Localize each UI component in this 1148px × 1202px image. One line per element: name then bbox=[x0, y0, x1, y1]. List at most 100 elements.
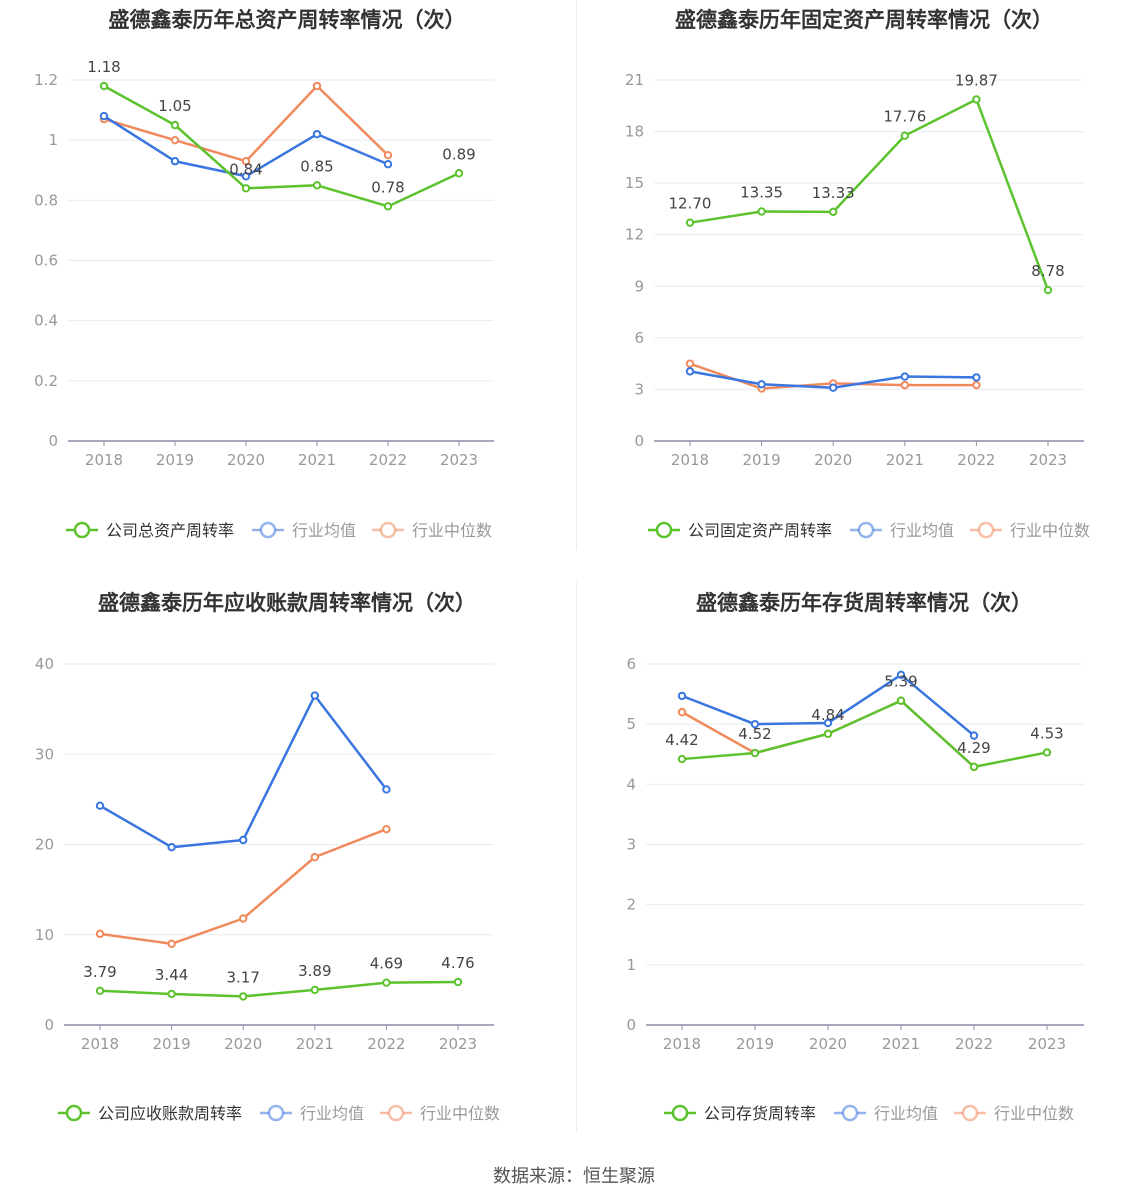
chart-svg: 0 0.2 0.4 0.6 0.8 1 1.2 2018 2019 2020 2021 2022 202… bbox=[34, 58, 494, 540]
data-point-company bbox=[972, 95, 981, 104]
y-tick-label: 0.2 bbox=[34, 372, 58, 390]
data-label: 13.35 bbox=[740, 184, 783, 202]
data-label: 4.84 bbox=[811, 706, 844, 724]
legend-item-mean[interactable]: 行业均值 bbox=[260, 1104, 364, 1123]
data-point-company bbox=[241, 184, 251, 193]
legend-item-company[interactable]: 公司应收账款周转率 bbox=[58, 1104, 242, 1123]
x-tick-label: 2020 bbox=[224, 1035, 262, 1053]
legend-item-mean[interactable]: 行业均值 bbox=[834, 1104, 938, 1123]
x-tick-label: 2022 bbox=[955, 1035, 993, 1053]
x-tick-label: 2022 bbox=[367, 1035, 405, 1053]
x-tick-label: 2022 bbox=[957, 451, 995, 469]
legend-item-median[interactable]: 行业中位数 bbox=[372, 521, 492, 540]
data-point-company bbox=[310, 985, 319, 995]
legend-marker-icon bbox=[977, 521, 995, 539]
data-label: 4.42 bbox=[665, 731, 698, 749]
data-point-median bbox=[170, 135, 180, 145]
legend-item-mean[interactable]: 行业均值 bbox=[252, 521, 356, 540]
data-point-company bbox=[383, 202, 393, 211]
y-tick-label: 4 bbox=[626, 775, 636, 793]
legend-marker-icon bbox=[857, 521, 875, 539]
chart-panel-total-asset-turnover: 盛德鑫泰历年总资产周转率情况（次） 0 0.2 0.4 0.6 0.8 1 1.2 2018 2… bbox=[0, 0, 574, 583]
legend-label: 行业中位数 bbox=[412, 521, 492, 540]
y-tick-label: 18 bbox=[625, 123, 644, 141]
data-point-mean bbox=[969, 731, 979, 740]
data-point-mean bbox=[972, 373, 981, 382]
legend-marker-icon bbox=[671, 1104, 689, 1122]
data-label: 3.79 bbox=[83, 963, 116, 981]
legend-marker-icon bbox=[655, 521, 673, 539]
legend-item-company[interactable]: 公司总资产周转率 bbox=[66, 521, 234, 540]
data-point-company bbox=[750, 748, 760, 758]
chart-svg: 0 3 6 9 12 15 18 21 2018 2019 2020 2021 2022 2023 12.7… bbox=[625, 71, 1090, 540]
data-point-company bbox=[900, 131, 909, 140]
legend-item-median[interactable]: 行业中位数 bbox=[954, 1104, 1074, 1123]
data-point-mean bbox=[99, 111, 109, 121]
series-line-mean bbox=[99, 694, 388, 849]
data-point-company bbox=[823, 729, 833, 738]
series-line-company bbox=[681, 699, 1048, 769]
x-tick-label: 2019 bbox=[743, 451, 781, 469]
x-tick-label: 2019 bbox=[736, 1035, 774, 1053]
legend-marker-icon bbox=[267, 1104, 285, 1122]
y-tick-label: 6 bbox=[626, 655, 636, 673]
data-point-median bbox=[383, 151, 393, 160]
chart-title: 盛德鑫泰历年存货周转率情况（次） bbox=[696, 591, 1032, 615]
legend-marker-icon bbox=[259, 521, 277, 539]
legend-item-median[interactable]: 行业中位数 bbox=[970, 521, 1090, 540]
data-point-mean bbox=[677, 691, 687, 701]
x-tick-label: 2021 bbox=[886, 451, 924, 469]
x-tick-label: 2019 bbox=[153, 1035, 191, 1053]
y-tick-label: 0 bbox=[634, 432, 644, 450]
chart-svg: 0 1 2 3 4 5 6 2018 2019 2020 2021 2022 2023 4.42 4.52 4… bbox=[626, 655, 1084, 1123]
x-tick-label: 2022 bbox=[369, 451, 407, 469]
chart-svg: 0 10 20 30 40 2018 2019 2020 2021 2022 2023 3.79 3.4… bbox=[35, 655, 500, 1123]
legend-item-company[interactable]: 公司存货周转率 bbox=[664, 1104, 816, 1123]
data-label: 0.89 bbox=[442, 145, 475, 163]
data-label: 4.52 bbox=[738, 725, 771, 743]
data-label: 19.87 bbox=[955, 71, 998, 89]
y-tick-label: 3 bbox=[626, 836, 636, 854]
y-tick-label: 40 bbox=[35, 655, 54, 673]
data-source-note: 数据来源：恒生聚源 bbox=[493, 1166, 655, 1187]
chart-panel-inventory-turnover: 盛德鑫泰历年存货周转率情况（次） 0 1 2 3 4 5 6 2018 2019 2020 2021… bbox=[577, 583, 1148, 1166]
data-point-median bbox=[677, 707, 687, 717]
series-line-median bbox=[103, 84, 389, 163]
data-label: 4.29 bbox=[957, 739, 990, 757]
y-tick-label: 0.4 bbox=[34, 312, 58, 330]
data-point-median bbox=[95, 929, 105, 939]
data-label: 13.33 bbox=[812, 184, 855, 202]
data-point-median bbox=[382, 824, 391, 834]
legend-label: 公司应收账款周转率 bbox=[98, 1104, 242, 1123]
data-point-median bbox=[310, 852, 319, 862]
legend-item-mean[interactable]: 行业均值 bbox=[850, 521, 954, 540]
data-label: 1.18 bbox=[87, 58, 120, 76]
data-label: 1.05 bbox=[158, 97, 191, 115]
x-tick-label: 2018 bbox=[85, 451, 123, 469]
legend-label: 公司固定资产周转率 bbox=[688, 521, 832, 540]
data-label: 17.76 bbox=[883, 108, 926, 126]
data-point-mean bbox=[170, 157, 180, 166]
data-label: 3.89 bbox=[298, 962, 331, 980]
data-point-mean bbox=[823, 718, 833, 728]
legend-label: 行业中位数 bbox=[420, 1104, 500, 1123]
legend-item-company[interactable]: 公司固定资产周转率 bbox=[648, 521, 832, 540]
y-tick-label: 0 bbox=[48, 432, 58, 450]
data-point-median bbox=[312, 81, 322, 91]
data-point-company bbox=[454, 169, 464, 178]
legend-label: 行业中位数 bbox=[1010, 521, 1090, 540]
data-point-mean bbox=[685, 367, 695, 376]
data-point-mean bbox=[310, 691, 319, 700]
data-point-company bbox=[685, 218, 695, 227]
x-tick-label: 2021 bbox=[296, 1035, 334, 1053]
data-point-median bbox=[239, 914, 248, 923]
legend-label: 行业中位数 bbox=[994, 1104, 1074, 1123]
y-tick-label: 10 bbox=[35, 926, 54, 944]
data-label: 12.70 bbox=[669, 195, 712, 213]
panel-divider bbox=[576, 0, 577, 550]
data-point-company bbox=[969, 762, 979, 772]
y-tick-label: 5 bbox=[626, 715, 636, 733]
y-tick-label: 6 bbox=[634, 329, 644, 347]
data-point-company bbox=[170, 120, 180, 130]
legend-item-median[interactable]: 行业中位数 bbox=[380, 1104, 500, 1123]
